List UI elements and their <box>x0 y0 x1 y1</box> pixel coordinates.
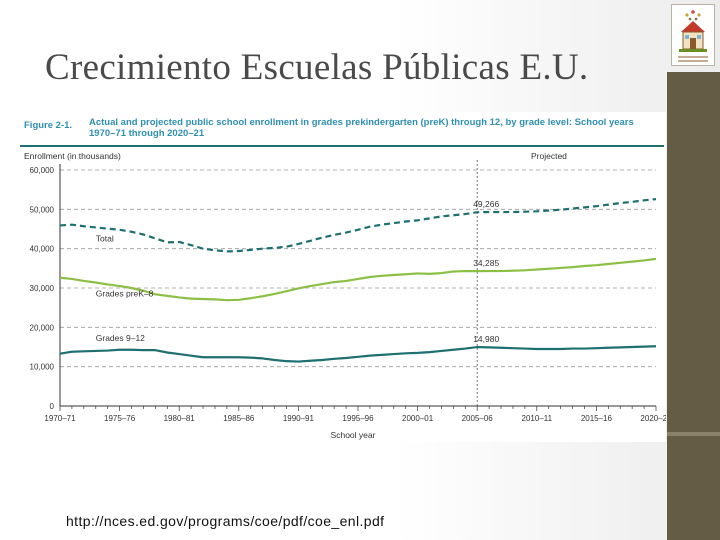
school-house-icon <box>678 10 708 62</box>
x-tick-label: 2010–11 <box>522 414 553 423</box>
figure-label: Figure 2-1. <box>24 120 73 131</box>
figure-panel: Figure 2-1. Actual and projected public … <box>16 112 666 442</box>
data-label: 49,266 <box>473 199 499 209</box>
x-tick-label: 2015–16 <box>581 414 613 423</box>
series-line <box>59 198 657 253</box>
x-axis-label: School year <box>331 430 376 440</box>
y-tick-label: 60,000 <box>30 166 55 175</box>
accent-stripe <box>667 432 720 436</box>
source-url[interactable]: http://nces.ed.gov/programs/coe/pdf/coe_… <box>66 513 385 529</box>
data-label: 34,285 <box>473 258 499 268</box>
series-label: Grades 9–12 <box>96 333 145 343</box>
y-tick-label: 20,000 <box>30 323 55 332</box>
x-tick-label: 2020–21 <box>640 414 666 423</box>
x-tick-label: 1990–91 <box>283 414 315 423</box>
y-axis-label: Enrollment (in thousands) <box>24 151 121 161</box>
series-label: Grades preK–8 <box>96 288 154 298</box>
series-label: Total <box>96 233 114 243</box>
accent-sidebar <box>667 72 720 540</box>
x-tick-label: 1985–86 <box>223 414 255 423</box>
x-tick-label: 1995–96 <box>342 414 374 423</box>
series-line <box>59 257 657 302</box>
y-tick-label: 40,000 <box>30 245 55 254</box>
x-tick-label: 1975–76 <box>104 414 136 423</box>
school-logo <box>671 4 715 66</box>
enrollment-chart: Enrollment (in thousands) Projected Scho… <box>20 145 666 440</box>
x-tick-label: 1980–81 <box>164 414 196 423</box>
projected-label: Projected <box>531 151 567 161</box>
slide-title: Crecimiento Escuelas Públicas E.U. <box>45 47 589 88</box>
y-tick-label: 50,000 <box>30 205 55 214</box>
y-tick-label: 0 <box>50 402 55 411</box>
y-tick-label: 10,000 <box>30 363 55 372</box>
x-tick-label: 2000–01 <box>402 414 434 423</box>
data-label: 14,980 <box>473 334 499 344</box>
x-tick-label: 2005–06 <box>462 414 494 423</box>
y-tick-label: 30,000 <box>30 284 55 293</box>
figure-caption: Actual and projected public school enrol… <box>89 117 634 139</box>
x-tick-label: 1970–71 <box>44 414 76 423</box>
series-line <box>59 345 657 363</box>
